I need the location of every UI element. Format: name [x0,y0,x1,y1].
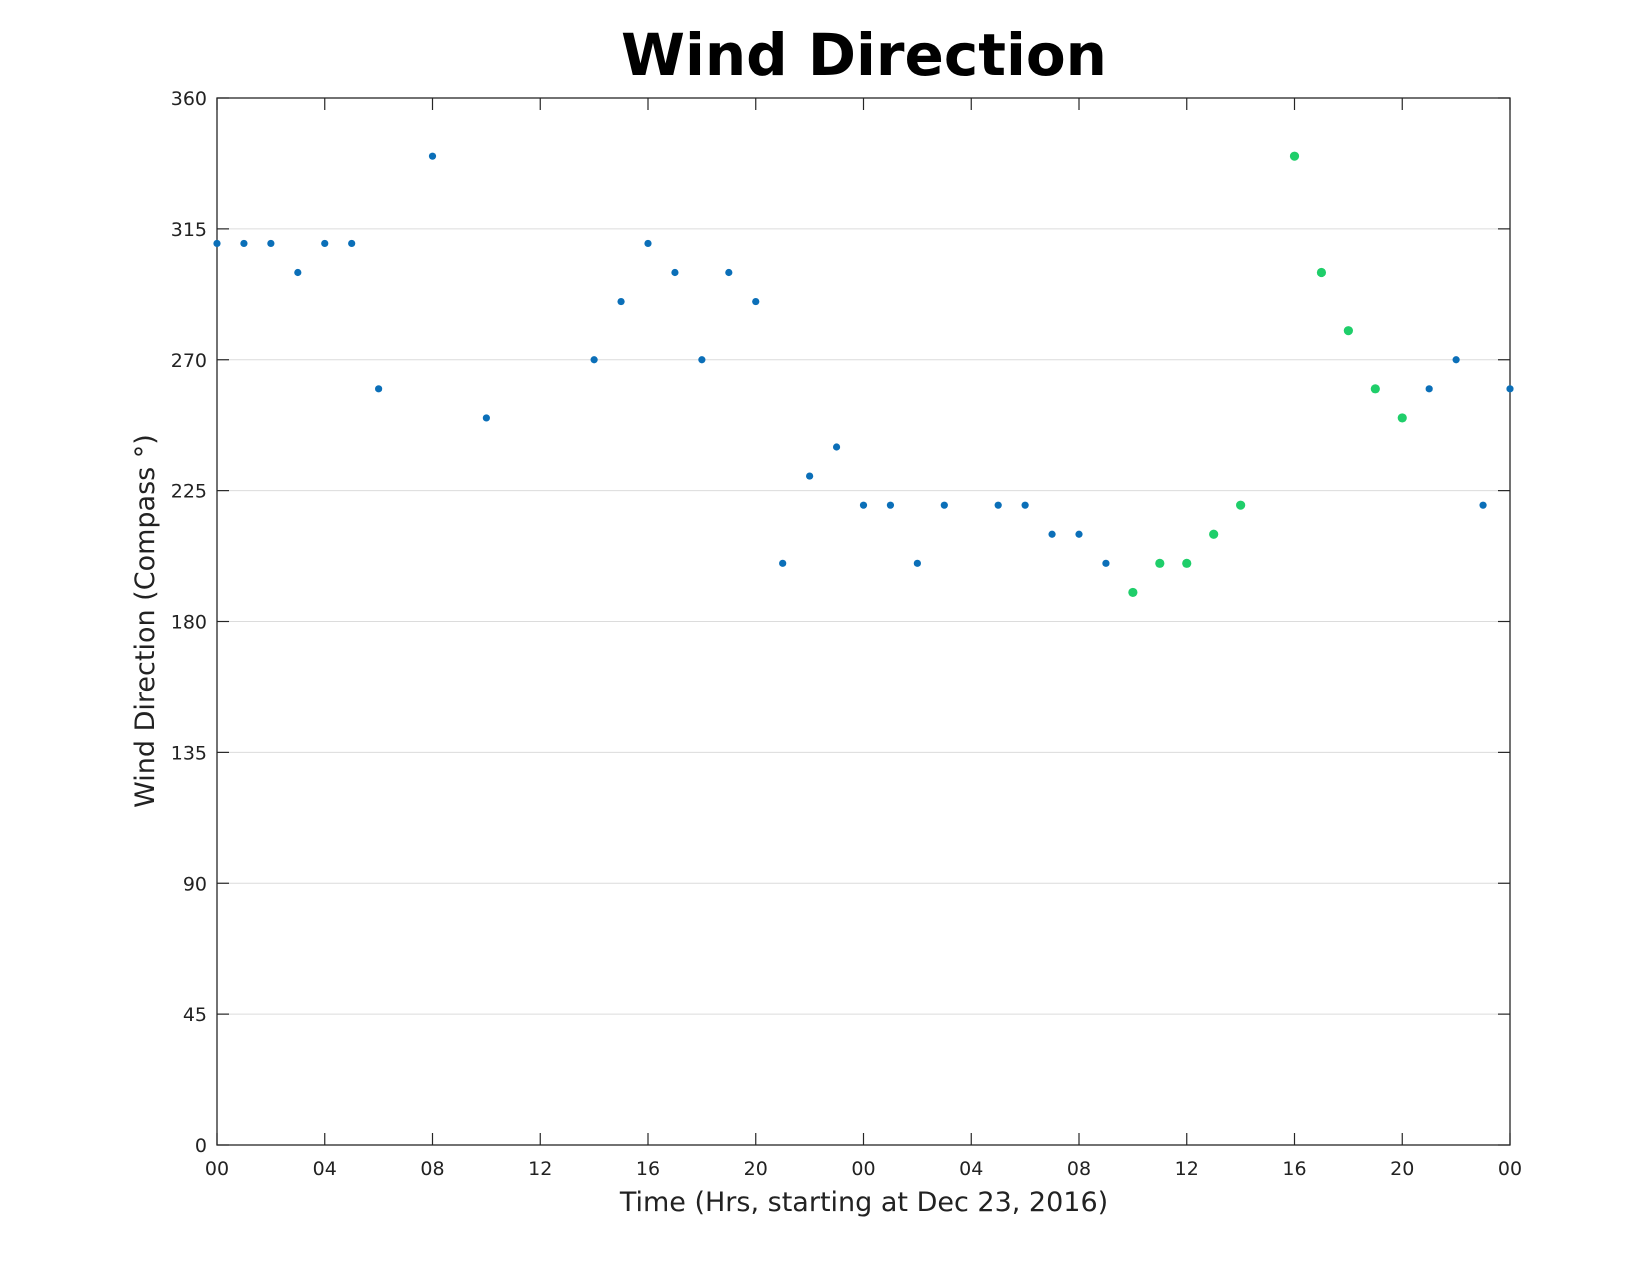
data-point [213,239,221,248]
data-point [779,559,787,567]
y-tick-label: 225 [171,481,207,503]
data-point [1452,356,1460,364]
data-point [1370,384,1380,394]
y-axis-label: Wind Direction (Compass °) [130,434,161,808]
x-tick-label: 20 [1390,1158,1414,1180]
data-point [1506,385,1514,393]
x-axis-label: Time (Hrs, starting at Dec 23, 2016) [619,1187,1108,1218]
data-point [1209,529,1219,539]
data-points [213,151,1514,598]
data-point [940,501,948,509]
data-point [913,559,921,567]
data-point [1236,500,1246,510]
y-tick-label: 135 [171,742,207,764]
data-point [294,268,302,277]
x-tick-label: 16 [1282,1158,1306,1180]
data-point [1021,501,1029,509]
x-tick-label: 00 [851,1158,875,1180]
grid-lines [217,228,1510,1015]
x-tick-label: 08 [1067,1158,1091,1180]
data-point [482,414,490,422]
data-point [671,268,679,277]
data-point [1289,151,1300,161]
data-point [1048,530,1056,538]
x-tick-label: 04 [959,1158,983,1180]
x-tick-label: 12 [528,1158,552,1180]
data-point [698,356,706,364]
data-point [240,239,248,248]
x-tick-label: 20 [744,1158,768,1180]
data-point [994,501,1002,509]
data-point [375,385,383,393]
data-point [1102,559,1110,567]
y-tick-label: 180 [171,612,207,634]
data-point [1425,385,1433,393]
data-point [1343,326,1353,336]
data-point [348,239,356,248]
data-point [1128,587,1138,598]
data-point [617,297,625,306]
plot-frame [216,97,1511,1146]
x-tick-label: 00 [205,1158,229,1180]
data-point [590,356,598,364]
y-tick-label: 90 [183,873,207,895]
data-point [1075,530,1083,538]
data-point [267,239,275,248]
data-point [725,268,733,277]
data-point [1316,267,1327,278]
data-point [321,239,329,248]
data-point [859,501,868,509]
data-point [752,297,760,306]
data-point [806,472,814,480]
x-tick-label: 00 [1498,1158,1522,1180]
y-tick-label: 0 [195,1135,207,1157]
x-tick-label: 16 [636,1158,660,1180]
y-tick-label: 270 [171,350,207,372]
x-tick-label: 08 [420,1158,444,1180]
data-point [1182,558,1192,568]
chart-title: Wind Direction [621,21,1107,89]
data-point [886,501,895,509]
data-point [1397,413,1407,423]
y-tick-label: 45 [183,1004,207,1026]
data-point [1155,558,1165,568]
y-tick-label: 360 [171,88,207,110]
data-point [428,152,437,160]
tick-labels: 0 45 90 135 180 225 270 315 360 00 04 08 12 16 20 00 04 0… [171,88,1522,1180]
y-tick-label: 315 [171,219,207,241]
data-point [1479,501,1487,509]
data-point [832,443,841,451]
data-point [644,239,652,248]
x-tick-label: 04 [313,1158,337,1180]
x-tick-label: 12 [1175,1158,1199,1180]
